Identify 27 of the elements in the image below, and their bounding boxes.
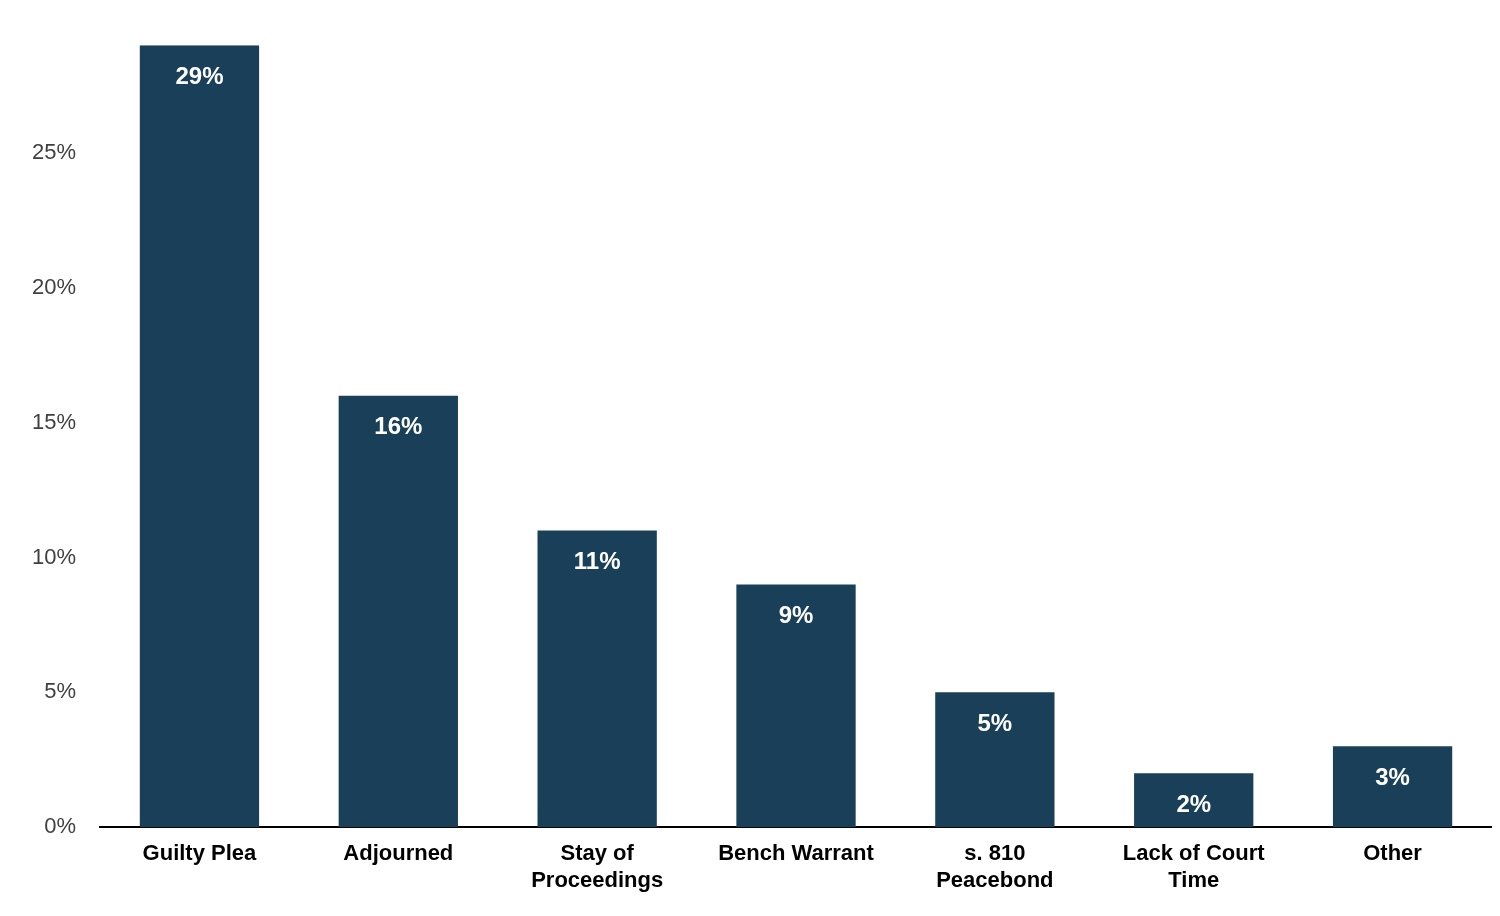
x-tick-label: Bench Warrant (718, 840, 875, 866)
bar (139, 45, 260, 828)
bar (537, 530, 657, 828)
data-label: 16% (374, 412, 423, 440)
bar (935, 692, 1055, 828)
data-label: 29% (175, 61, 224, 89)
data-label: 3% (1375, 762, 1410, 790)
y-tick-label: 5% (44, 678, 77, 704)
bar (1134, 773, 1254, 828)
x-tick-label: Adjourned (343, 840, 454, 866)
y-tick-label: 25% (31, 139, 77, 165)
bar (736, 584, 856, 828)
x-tick-label: s. 810 Peacebond (936, 840, 1054, 892)
y-tick-label: 10% (31, 543, 77, 569)
y-tick-label: 0% (44, 813, 77, 839)
data-label: 9% (778, 601, 814, 629)
data-label: 2% (1176, 789, 1212, 817)
bar (1332, 746, 1453, 828)
x-tick-label: Other (1363, 840, 1423, 866)
x-tick-label: Lack of Court Time (1122, 840, 1266, 892)
data-label: 11% (573, 547, 621, 575)
bar (338, 395, 458, 828)
y-tick-label: 20% (31, 273, 77, 299)
x-tick-label: Guilty Plea (142, 840, 258, 866)
x-tick-label: Stay of Proceedings (531, 840, 664, 892)
data-label: 5% (977, 709, 1013, 736)
y-tick-label: 15% (31, 408, 77, 434)
